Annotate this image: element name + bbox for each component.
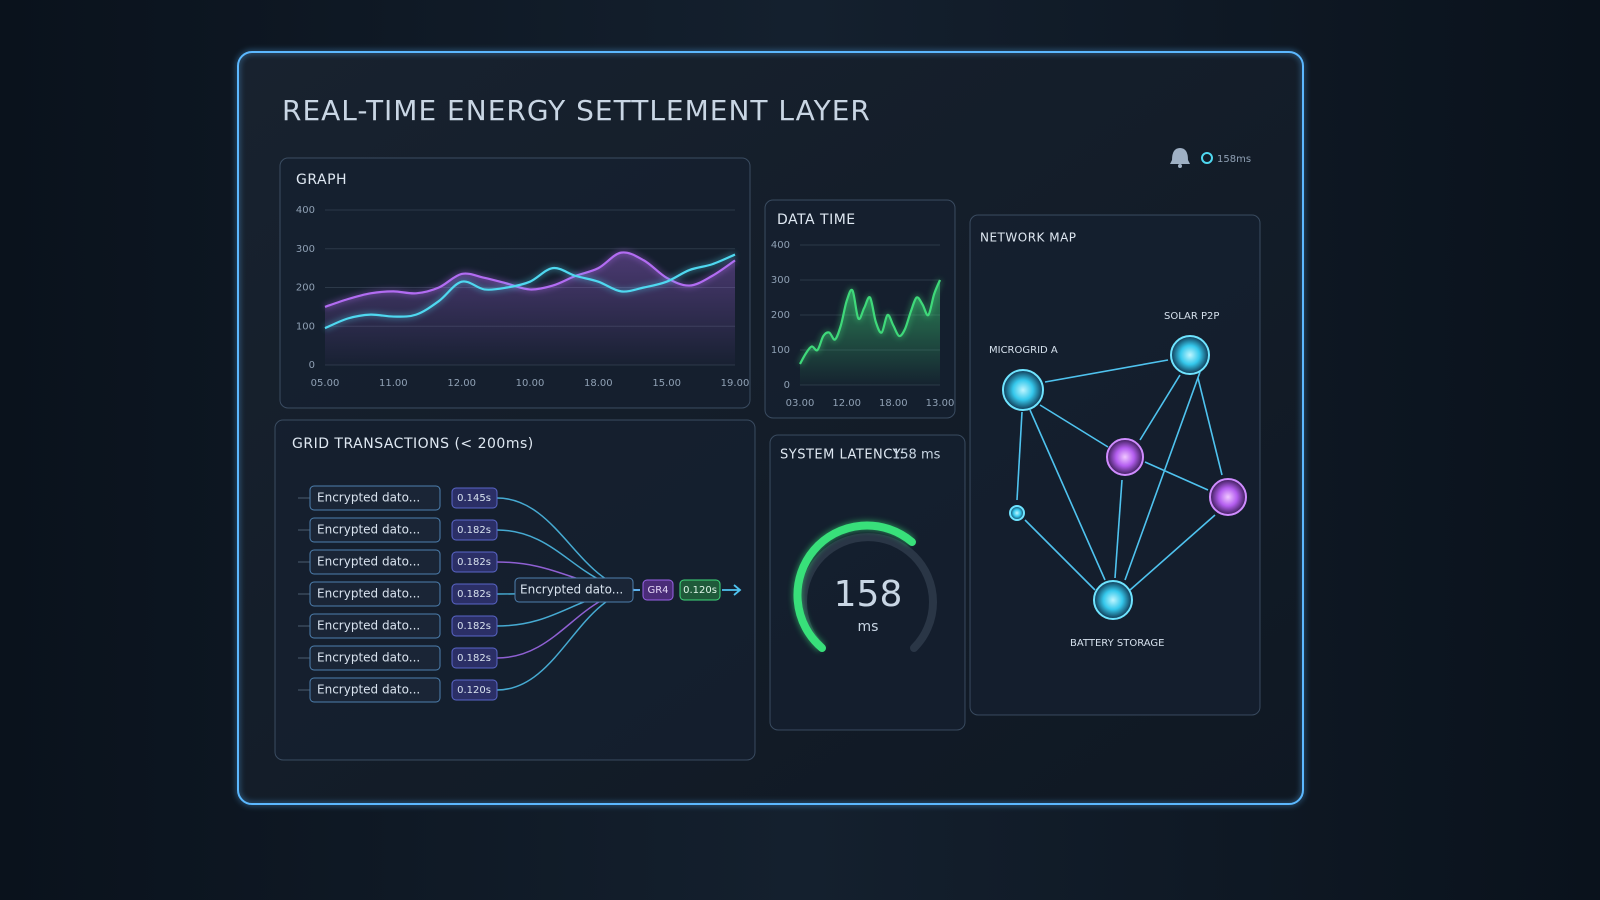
gauge-unit: ms [858, 619, 879, 635]
row-box [309, 645, 441, 671]
x-tick-label: 11.00 [379, 378, 408, 389]
row-box [309, 517, 441, 543]
time-pill [451, 647, 498, 669]
y-tick-label: 300 [771, 275, 790, 286]
merge-tag: GR4 [647, 585, 668, 596]
series-area [800, 280, 940, 385]
x-tick-label: 13.00 [926, 398, 955, 409]
row-label: Encrypted dato... [317, 619, 420, 633]
x-tick-label: 03.00 [786, 398, 815, 409]
x-tick-label: 12.00 [832, 398, 861, 409]
y-tick-label: 400 [771, 240, 790, 251]
row-box [309, 549, 441, 575]
panel-title: GRAPH [296, 172, 347, 188]
x-tick-label: 15.00 [652, 378, 681, 389]
series-area [325, 252, 735, 365]
x-tick-label: 10.00 [516, 378, 545, 389]
row-label: Encrypted dato... [317, 523, 420, 537]
time-pill [451, 519, 498, 541]
time-pill [451, 487, 498, 509]
panel-glow [236, 50, 1305, 806]
x-tick-label: 18.00 [879, 398, 908, 409]
time-pill [451, 583, 498, 605]
row-time: 0.182s [457, 621, 491, 632]
row-time: 0.182s [457, 653, 491, 664]
network-nodes-purple [1106, 438, 1247, 516]
merge-box [514, 577, 634, 603]
y-tick-label: 400 [296, 205, 315, 216]
row-time: 0.120s [457, 685, 491, 696]
y-tick-label: 200 [296, 283, 315, 294]
latency-value: 158 ms [892, 448, 941, 463]
y-tick-label: 0 [309, 360, 315, 371]
time-pill [451, 615, 498, 637]
bell-icon [1170, 148, 1190, 168]
y-tick-label: 0 [784, 380, 790, 391]
series-line [324, 253, 736, 330]
transactions-flow: Encrypted dato... 0.145s Encrypted dato...… [298, 485, 742, 703]
network-nodes [1002, 335, 1210, 620]
status-icon [1201, 152, 1213, 164]
time-pill [679, 579, 721, 601]
node-label: SOLAR P2P [1164, 311, 1219, 322]
row-time: 0.182s [457, 589, 491, 600]
tag-pill [642, 579, 674, 601]
x-tick-label: 12.00 [447, 378, 476, 389]
panel-title: GRID TRANSACTIONS (< 200ms) [292, 436, 534, 452]
merge-time: 0.120s [683, 585, 717, 596]
row-label: Encrypted dato... [317, 555, 420, 569]
row-time: 0.182s [457, 557, 491, 568]
latency-panel [769, 434, 966, 731]
flow-arrow [722, 584, 742, 596]
row-time: 0.182s [457, 525, 491, 536]
node-label: MICROGRID A [989, 345, 1058, 356]
row-box [309, 485, 441, 511]
row-box [309, 677, 441, 703]
row-box [309, 613, 441, 639]
row-label: Encrypted dato... [317, 587, 420, 601]
row-label: Encrypted dato... [317, 651, 420, 665]
series-line [324, 251, 736, 308]
row-label: Encrypted dato... [317, 683, 420, 697]
y-tick-label: 100 [771, 345, 790, 356]
status-latency: 158ms [1217, 154, 1251, 165]
merge-label: Encrypted dato... [520, 583, 623, 597]
x-tick-label: 19.00 [721, 378, 750, 389]
x-tick-label: 18.00 [584, 378, 613, 389]
time-pill [451, 679, 498, 701]
panel-title: NETWORK MAP [980, 231, 1077, 245]
y-tick-label: 200 [771, 310, 790, 321]
panel-title: SYSTEM LATENCY: [780, 448, 904, 463]
y-tick-label: 100 [296, 321, 315, 332]
y-tick-label: 300 [296, 244, 315, 255]
graph-chart: 0 100 200 300 400 05.00 11.00 12.00 10.00 18.00 15… [296, 205, 749, 389]
row-box [309, 581, 441, 607]
page-title: REAL-TIME ENERGY SETTLEMENT LAYER [282, 94, 871, 127]
network-edges [1016, 359, 1223, 591]
gauge-value: 158 [834, 574, 903, 615]
node-label: BATTERY STORAGE [1070, 638, 1164, 649]
series-line [799, 279, 942, 365]
data-time-chart: 0 100 200 300 400 03.00 12.00 18.00 13.00 [771, 240, 954, 409]
row-label: Encrypted dato... [317, 491, 420, 505]
time-pill [451, 551, 498, 573]
x-tick-label: 05.00 [311, 378, 340, 389]
gauge-glow [792, 520, 916, 652]
row-time: 0.145s [457, 493, 491, 504]
panel-title: DATA TIME [777, 212, 856, 228]
